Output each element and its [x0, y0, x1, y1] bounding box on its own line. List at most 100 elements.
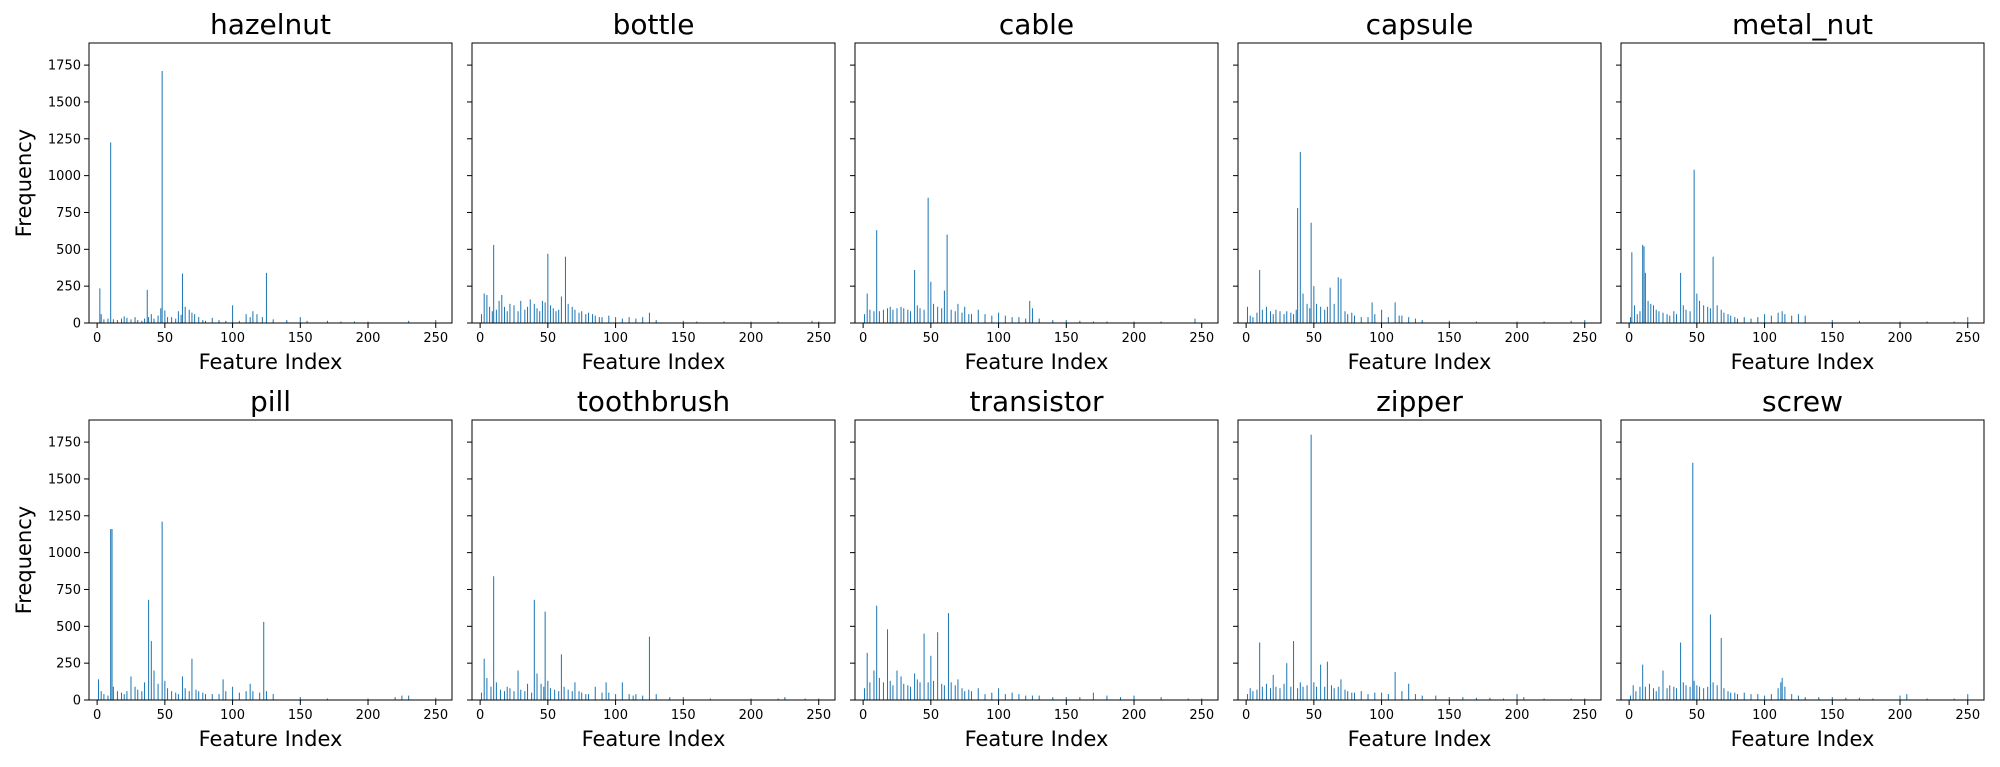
bar [1635, 691, 1637, 700]
bar [263, 621, 265, 700]
bar [1757, 317, 1759, 323]
bar [601, 692, 603, 700]
bar [970, 691, 972, 700]
bar [587, 312, 589, 323]
bar [527, 683, 529, 700]
bar [578, 691, 580, 700]
bar [202, 692, 204, 700]
bar [1351, 312, 1353, 323]
x-tick-label: 50 [157, 331, 174, 346]
bar [1347, 691, 1349, 700]
bar [1344, 311, 1346, 323]
bar [984, 314, 986, 323]
bar [1673, 686, 1675, 700]
bar [1079, 320, 1081, 323]
bar [340, 321, 342, 323]
bar [1119, 697, 1121, 700]
bar [1757, 694, 1759, 700]
x-tick-label: 200 [1505, 708, 1530, 723]
bar [1310, 434, 1312, 700]
bar [581, 311, 583, 323]
bar [887, 629, 889, 700]
bar [116, 320, 118, 323]
bar [970, 314, 972, 323]
bar [555, 311, 557, 323]
bar [1750, 694, 1752, 700]
bar [1259, 642, 1261, 700]
bar [100, 314, 102, 323]
bar [547, 680, 549, 700]
bar [1283, 314, 1285, 323]
bar [112, 319, 114, 323]
x-tick-label: 200 [356, 708, 381, 723]
bar [1662, 312, 1664, 323]
bar [540, 683, 542, 700]
bar [1351, 692, 1353, 700]
bar [1421, 320, 1423, 323]
bar [592, 314, 594, 323]
bar [506, 311, 508, 323]
bar [1272, 674, 1274, 700]
bar [153, 670, 155, 700]
bar [1279, 311, 1281, 323]
bar [137, 320, 139, 323]
bar [1680, 642, 1682, 700]
bar [1306, 303, 1308, 323]
bar [977, 309, 979, 323]
bar [150, 314, 152, 323]
bar [259, 692, 261, 700]
bar [964, 306, 966, 323]
bar [520, 689, 522, 700]
x-axis-label: Feature Index [1348, 727, 1492, 751]
x-tick-label: 0 [1625, 708, 1633, 723]
bar [157, 683, 159, 700]
bar [483, 293, 485, 323]
bar [550, 688, 552, 700]
bar [249, 683, 251, 700]
bar [1696, 293, 1698, 323]
bar [1293, 314, 1295, 323]
bar [1643, 246, 1645, 323]
bar [968, 314, 970, 323]
bar [326, 320, 328, 323]
bar [1780, 682, 1782, 700]
bar [1340, 679, 1342, 700]
bar [1401, 315, 1403, 323]
bar [1682, 305, 1684, 323]
bar [1967, 694, 1969, 700]
bar [408, 695, 410, 700]
bar [927, 682, 929, 700]
panel-title: hazelnut [210, 8, 331, 41]
x-tick-label: 50 [540, 331, 557, 346]
bar [1261, 309, 1263, 323]
axes-frame [854, 419, 1219, 701]
bar [1194, 318, 1196, 323]
bar [1272, 314, 1274, 323]
bar [1953, 698, 1955, 700]
bar [167, 688, 169, 700]
panel-title: cable [999, 8, 1074, 41]
bar [933, 303, 935, 323]
bar [1302, 293, 1304, 323]
bar [669, 697, 671, 700]
bar [1309, 308, 1311, 323]
bar [1360, 317, 1362, 323]
bar [919, 308, 921, 323]
bar [914, 673, 916, 700]
bar [1845, 697, 1847, 700]
bar [777, 321, 779, 323]
bar [585, 314, 587, 323]
bar [1570, 698, 1572, 700]
x-axis-label: Feature Index [965, 350, 1109, 374]
bar [1680, 272, 1682, 323]
bar [1367, 694, 1369, 700]
bar [261, 317, 263, 323]
bar [543, 686, 545, 700]
bar [1707, 686, 1709, 700]
bar [1644, 272, 1646, 323]
bar [1065, 697, 1067, 700]
bar [930, 655, 932, 700]
bar [367, 698, 369, 700]
bar [1543, 698, 1545, 700]
bar [1246, 306, 1248, 323]
